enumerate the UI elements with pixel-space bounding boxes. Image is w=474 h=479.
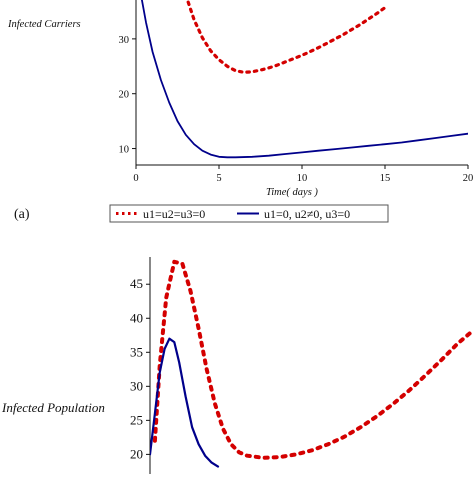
chart-b-ytick-label: 20 xyxy=(130,446,143,461)
chart-b-ytick-label: 25 xyxy=(130,412,143,427)
legend-item-1: u1=0, u2≠0, u3=0 xyxy=(264,207,350,221)
chart-b-ytick-label: 30 xyxy=(130,378,143,393)
legend-item-0: u1=u2=u3=0 xyxy=(143,207,205,221)
chart-b-series-solid-line xyxy=(150,337,220,468)
chart-b: Infected Population 20 25 30 35 40 45 xyxy=(1,257,474,474)
legend: u1=u2=u3=0 u1=0, u2≠0, u3=0 xyxy=(109,204,389,223)
chart-a-ytick-label: 30 xyxy=(119,35,130,46)
chart-b-ytick-label: 40 xyxy=(130,310,143,325)
chart-b-series-dotted-line xyxy=(152,259,474,460)
chart-b-ylabel: Infected Population xyxy=(1,400,105,415)
chart-a-xlabel: Time( days ) xyxy=(266,187,318,198)
chart-a-ylabel: Infected Carriers xyxy=(7,19,81,30)
chart-a: Infected Carriers 10 20 30 0 5 10 15 20 Time( d… xyxy=(7,0,473,198)
chart-b-ytick-label: 45 xyxy=(130,276,143,291)
chart-a-series-dotted-line xyxy=(185,0,387,74)
chart-a-xtick-label: 10 xyxy=(297,173,308,184)
chart-a-series-solid-line xyxy=(140,0,468,159)
chart-a-xtick-label: 5 xyxy=(216,173,221,184)
chart-a-xtick-label: 15 xyxy=(380,173,391,184)
panel-label-a: (a) xyxy=(14,207,30,222)
chart-a-ytick-label: 20 xyxy=(119,90,130,101)
chart-b-ytick-label: 35 xyxy=(130,344,143,359)
chart-a-ytick-label: 10 xyxy=(119,145,130,156)
chart-a-xtick-label: 20 xyxy=(463,173,474,184)
chart-a-xtick-label: 0 xyxy=(133,173,138,184)
